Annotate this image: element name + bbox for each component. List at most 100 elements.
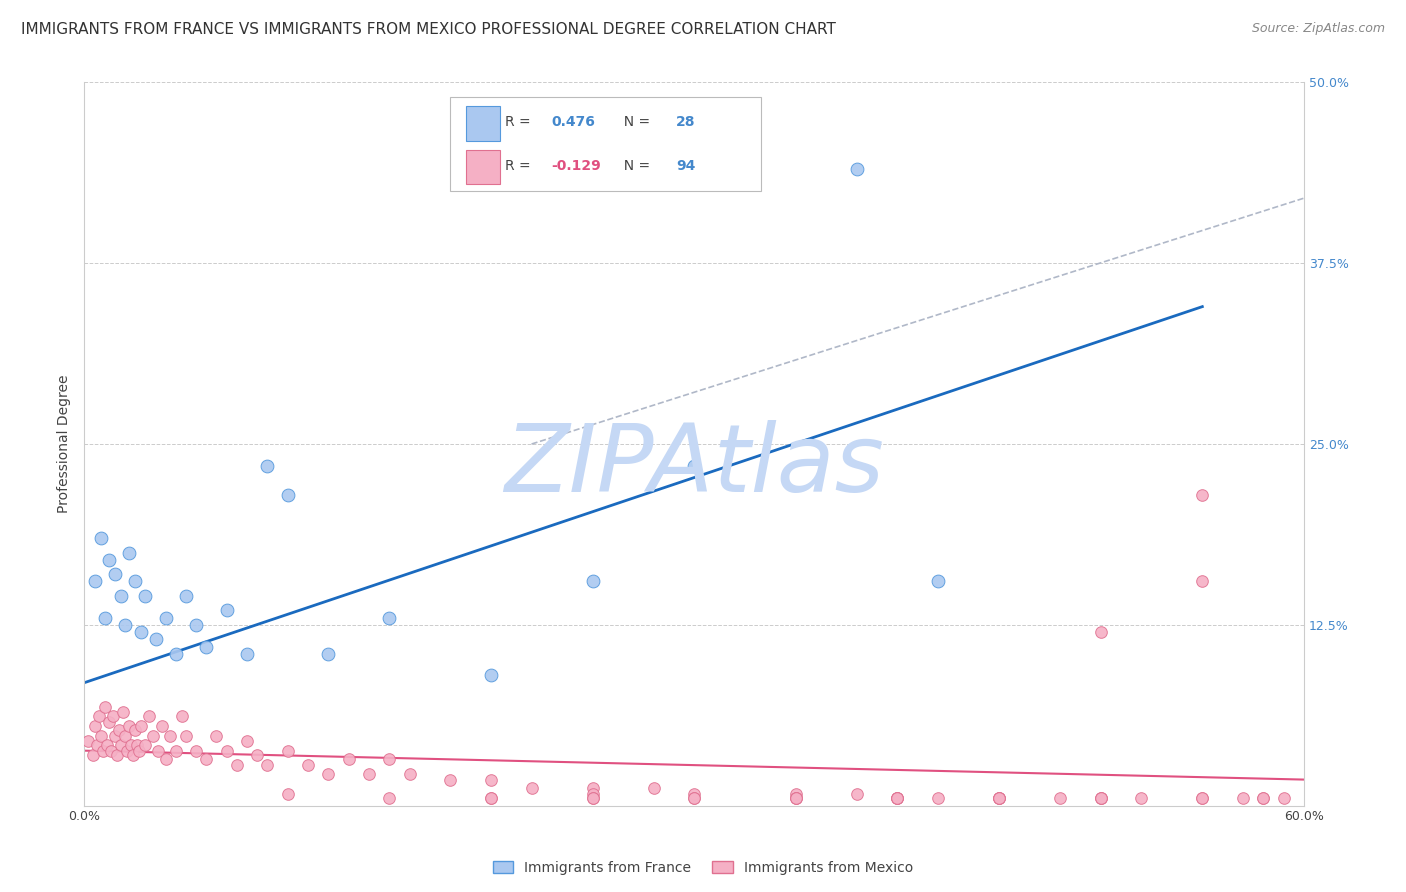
Point [145,632,167,647]
Point [83,574,105,589]
Point [643,781,665,796]
Point [988,791,1011,805]
Point [581,574,603,589]
Point [886,791,908,805]
Point [111,705,134,719]
Point [105,747,128,762]
Point [988,791,1011,805]
Point [479,772,502,787]
Point [581,781,603,796]
Point [1232,791,1254,805]
Point [439,772,461,787]
Point [134,738,156,752]
Point [82,747,104,762]
Point [195,752,218,766]
Point [96,738,118,752]
Point [118,719,141,733]
Point [581,791,603,805]
Point [277,488,299,502]
Point [520,781,543,796]
FancyBboxPatch shape [467,150,501,185]
Point [108,723,131,738]
Point [83,719,105,733]
Point [215,744,238,758]
Point [785,787,807,801]
Point [1090,791,1112,805]
Point [988,791,1011,805]
Point [378,610,401,624]
Point [683,458,706,473]
Point [277,787,299,801]
Point [1191,574,1213,589]
Point [110,589,132,603]
Point [1272,791,1295,805]
Point [479,668,502,682]
Point [1090,791,1112,805]
Text: R =: R = [505,159,536,173]
FancyBboxPatch shape [467,106,501,141]
Point [683,787,706,801]
Point [683,791,706,805]
Point [378,791,401,805]
Point [1191,791,1213,805]
Point [1090,625,1112,640]
Point [1191,488,1213,502]
Point [90,729,112,743]
Point [138,709,160,723]
Point [886,791,908,805]
Point [186,617,208,632]
Point [120,738,142,752]
Point [104,729,127,743]
Point [97,553,120,567]
Point [277,744,299,758]
Point [581,787,603,801]
Point [114,617,136,632]
Point [398,766,420,780]
Point [1191,791,1213,805]
Point [155,752,177,766]
Point [1253,791,1275,805]
Point [128,744,150,758]
Point [97,714,120,729]
Text: 0.476: 0.476 [551,115,595,129]
Point [785,791,807,805]
Point [165,647,187,661]
Point [186,744,208,758]
Point [479,791,502,805]
Point [845,162,868,177]
Point [378,752,401,766]
Point [337,752,360,766]
Text: N =: N = [614,115,654,129]
Y-axis label: Professional Degree: Professional Degree [58,375,72,513]
Point [101,709,124,723]
Point [316,647,339,661]
Point [122,747,145,762]
Text: Source: ZipAtlas.com: Source: ZipAtlas.com [1251,22,1385,36]
Point [93,700,115,714]
Point [886,791,908,805]
Point [118,545,141,559]
Point [785,791,807,805]
Point [988,791,1011,805]
Point [114,729,136,743]
Point [927,574,949,589]
Point [159,729,181,743]
Point [100,744,122,758]
Point [86,738,108,752]
Point [170,709,193,723]
Point [77,733,100,747]
Point [225,758,247,772]
Text: 94: 94 [676,159,695,173]
Point [93,610,115,624]
Point [90,531,112,545]
Point [886,791,908,805]
Point [165,744,187,758]
Point [110,738,132,752]
Point [581,791,603,805]
Point [124,574,146,589]
Point [1130,791,1153,805]
Point [479,791,502,805]
Point [129,625,152,640]
Point [124,723,146,738]
Point [683,791,706,805]
